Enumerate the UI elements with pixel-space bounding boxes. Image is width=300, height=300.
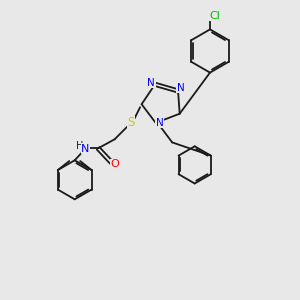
Text: N: N bbox=[177, 83, 184, 93]
Text: Cl: Cl bbox=[209, 11, 220, 21]
Text: S: S bbox=[128, 116, 135, 129]
Text: N: N bbox=[81, 144, 90, 154]
Text: N: N bbox=[147, 78, 155, 88]
Text: H: H bbox=[76, 141, 83, 151]
Text: N: N bbox=[156, 118, 164, 128]
Text: O: O bbox=[111, 159, 120, 169]
